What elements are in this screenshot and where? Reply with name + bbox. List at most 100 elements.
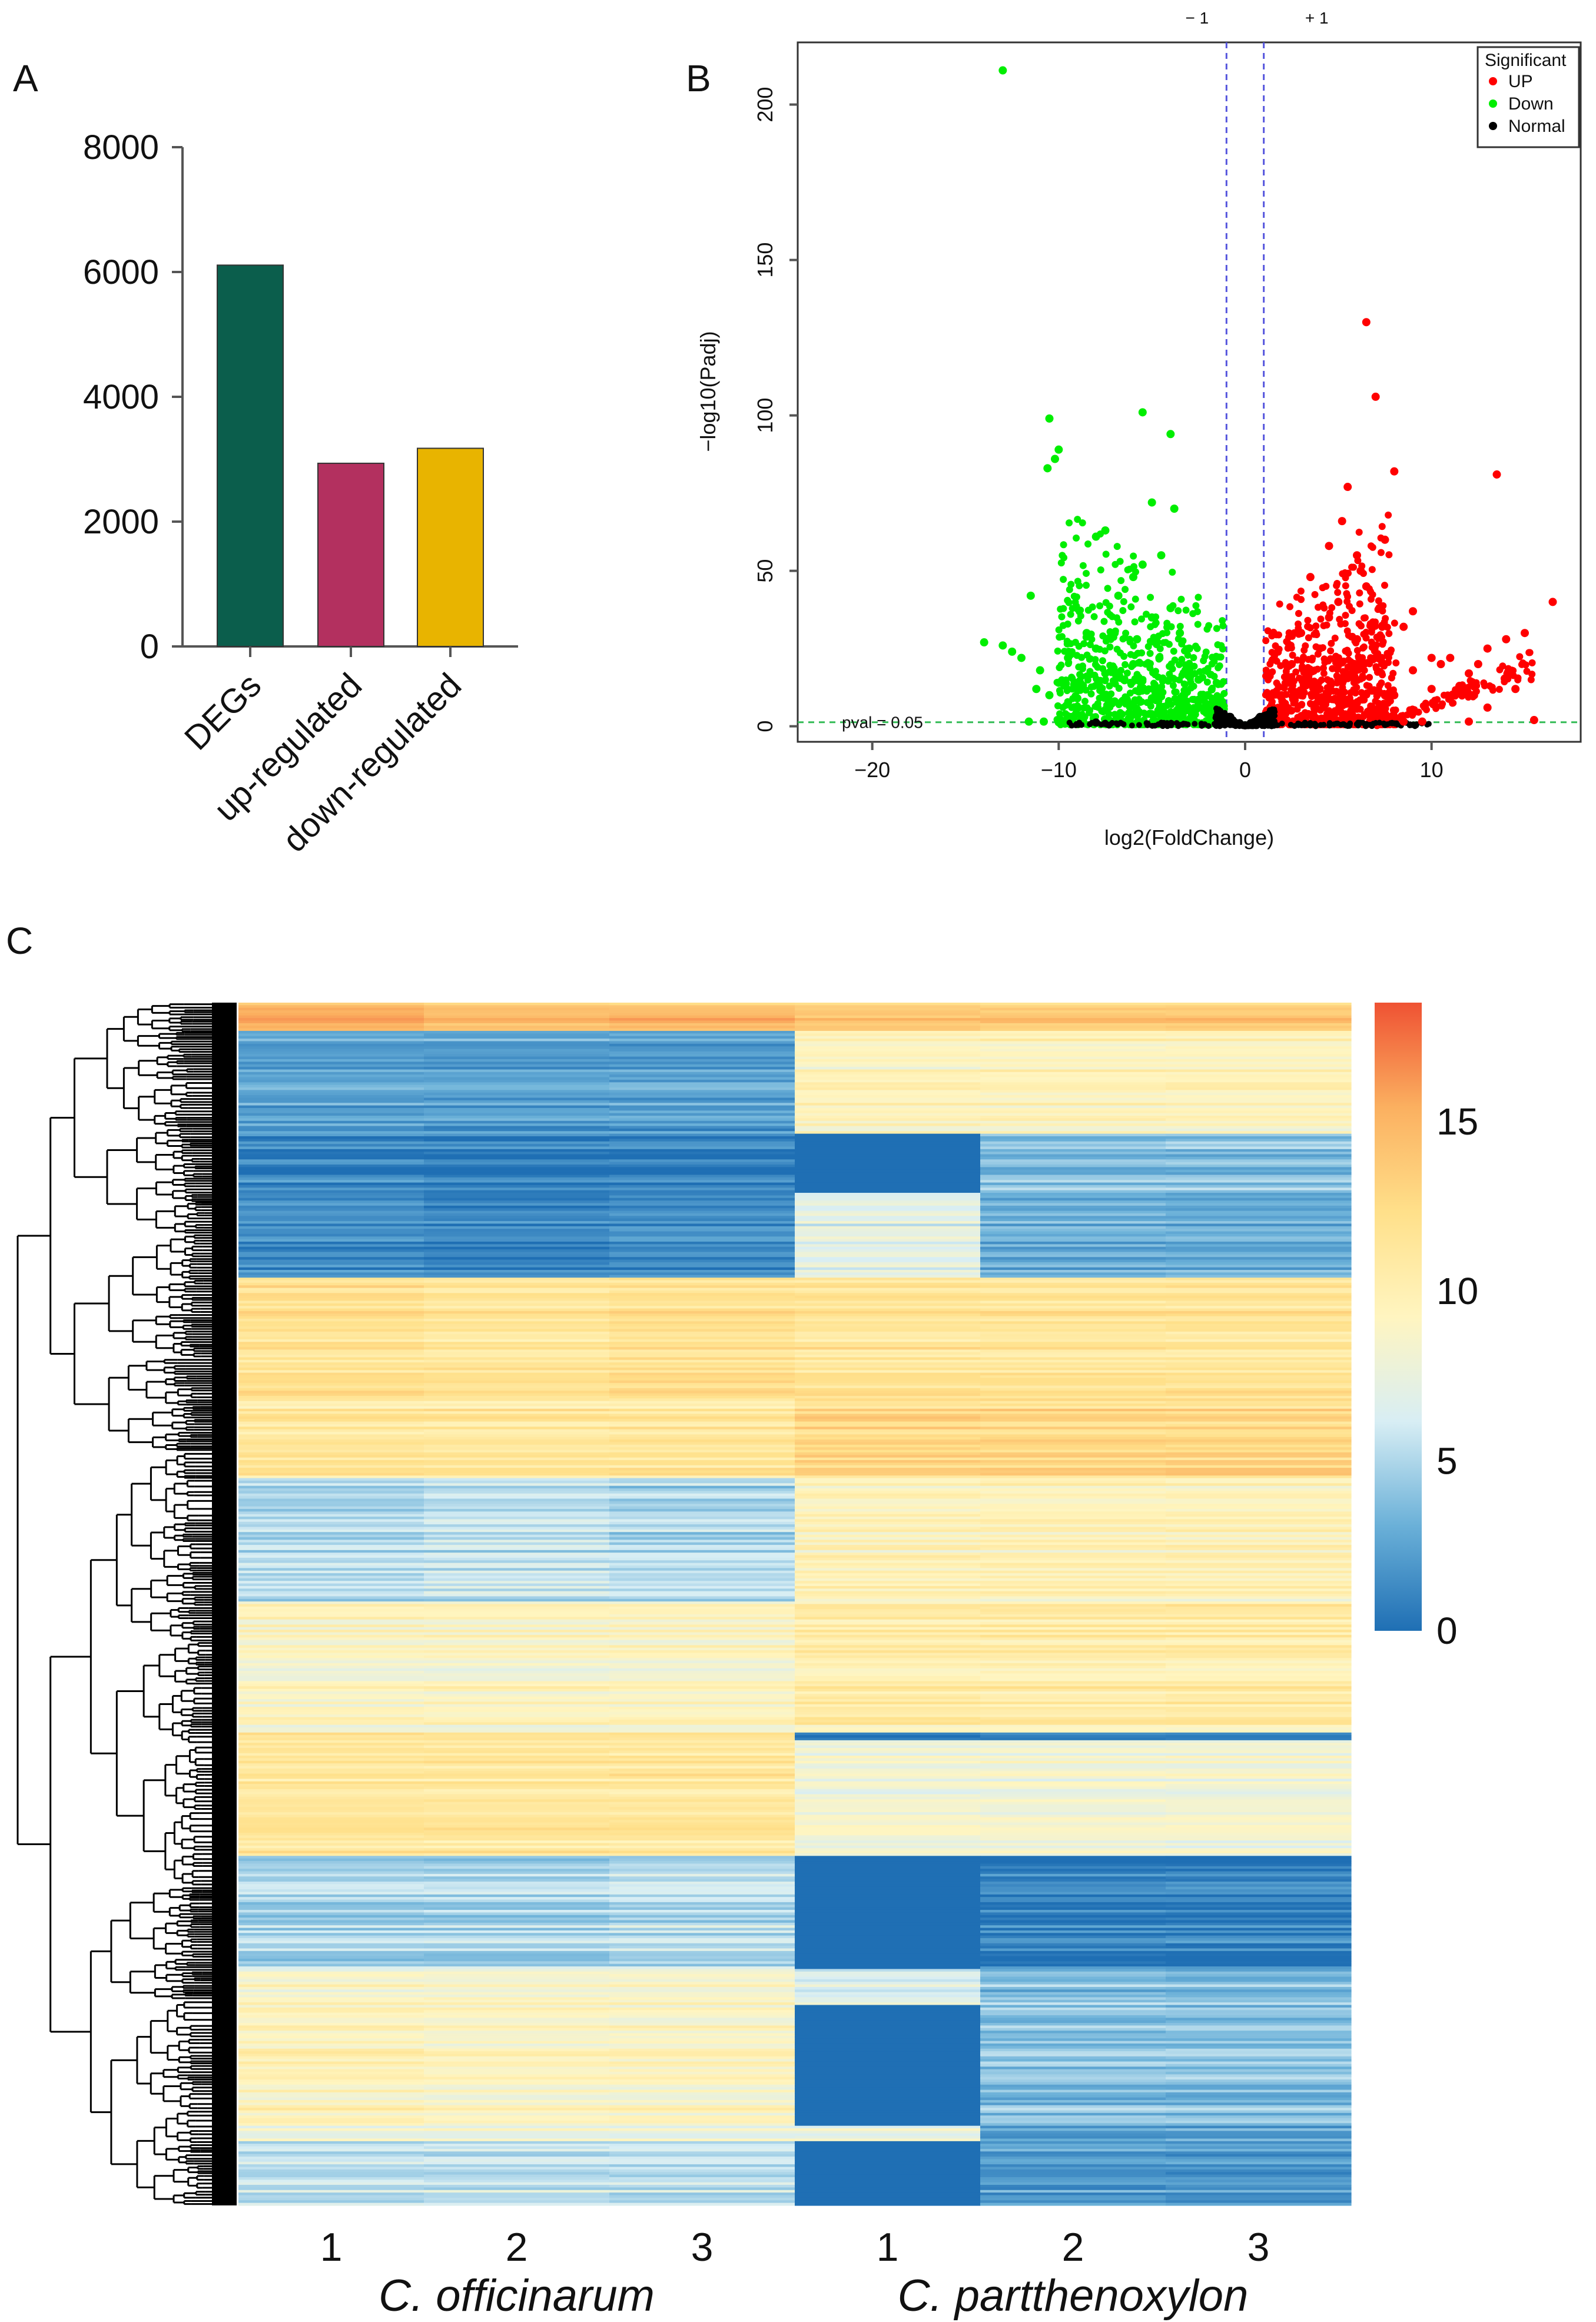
c-heatmap-cell <box>609 1316 795 1319</box>
c-heatmap-cell <box>424 1064 610 1067</box>
c-heatmap-cell <box>424 1241 610 1245</box>
c-heatmap-cell <box>238 1092 424 1096</box>
c-heatmap-cell <box>795 1419 981 1422</box>
c-heatmap-cell <box>609 1406 795 1409</box>
c-heatmap-cell <box>424 1331 610 1335</box>
b-cloud-point-down <box>1106 682 1113 690</box>
c-heatmap-cell <box>980 1051 1166 1054</box>
panel-letter-b: B <box>686 57 711 99</box>
c-heatmap-cell <box>238 1267 424 1271</box>
c-heatmap-cell <box>980 1427 1166 1430</box>
c-heatmap-cell <box>1166 1370 1352 1374</box>
b-cloud-point-up <box>1352 689 1359 697</box>
b-cloud-point-down <box>1190 662 1198 670</box>
c-heatmap-cell <box>238 1152 424 1155</box>
b-cloud-point-up <box>1516 653 1524 661</box>
c-heatmap-cell <box>980 1092 1166 1096</box>
c-heatmap-cell <box>1166 1306 1352 1309</box>
c-heatmap-cell <box>424 1475 610 1479</box>
c-heatmap-cell <box>609 1149 795 1152</box>
c-heatmap-cell <box>1166 1216 1352 1219</box>
c-heatmap-cell <box>795 1082 981 1086</box>
c-heatmap-cell <box>424 1193 610 1196</box>
c-heatmap-cell <box>795 1519 981 1522</box>
c-heatmap-cell <box>238 1478 424 1481</box>
b-cloud-point-down <box>1197 691 1205 698</box>
c-heatmap-cell <box>1166 1084 1352 1088</box>
c-heatmap-cell <box>238 1498 424 1502</box>
c-heatmap-cell <box>980 1534 1166 1538</box>
b-cloud-point-down <box>1127 651 1134 658</box>
c-heatmap-cell <box>609 1054 795 1057</box>
c-heatmap-cell <box>980 1521 1166 1525</box>
c-heatmap-cell <box>1166 1187 1352 1191</box>
b-cloud-point-up <box>1286 603 1294 611</box>
c-heatmap-cell <box>795 1180 981 1183</box>
c-heatmap-cell <box>795 1478 981 1481</box>
c-heatmap-cell <box>424 1447 610 1451</box>
c-heatmap-cell <box>795 1391 981 1394</box>
b-cloud-point-down <box>1100 618 1108 625</box>
c-heatmap-cell <box>609 1210 795 1214</box>
b-cloud-point-down <box>1131 618 1139 626</box>
c-heatmap-cell <box>424 1187 610 1191</box>
c-heatmap-cell <box>609 1244 795 1248</box>
c-heatmap-cell <box>238 1532 424 1535</box>
c-heatmap-cell <box>238 1257 424 1260</box>
b-cloud-point-normal <box>1164 720 1170 727</box>
b-legend-box <box>1476 46 1580 148</box>
c-heatmap-cell <box>795 1185 981 1188</box>
b-cloud-point-up <box>1355 654 1362 662</box>
c-heatmap-cell <box>609 1257 795 1260</box>
b-cloud-point-down <box>1096 602 1104 609</box>
c-heatmap-cell <box>424 1313 610 1317</box>
c-heatmap-cell <box>609 1336 795 1340</box>
c-heatmap-cell <box>609 1278 795 1281</box>
b-cloud-point-up <box>1379 641 1386 648</box>
c-heatmap-cell <box>609 1527 795 1530</box>
c-heatmap-cell <box>609 1298 795 1301</box>
c-heatmap-cell <box>609 1139 795 1142</box>
c-heatmap-cell <box>609 1092 795 1096</box>
c-heatmap-cell <box>424 1439 610 1443</box>
c-heatmap-cell <box>1166 1457 1352 1461</box>
b-cloud-point-down <box>1090 613 1098 621</box>
c-heatmap-cell <box>424 1015 610 1019</box>
c-heatmap-cell <box>424 1257 610 1260</box>
c-heatmap-cell <box>609 1172 795 1176</box>
c-heatmap-cell <box>238 1449 424 1453</box>
c-heatmap-cell <box>1166 1074 1352 1078</box>
c-heatmap-cell <box>238 1149 424 1152</box>
c-heatmap-cell <box>795 1128 981 1132</box>
c-heatmap-cell <box>238 1015 424 1019</box>
c-heatmap-cell <box>238 1316 424 1319</box>
c-heatmap-cell <box>1166 1056 1352 1060</box>
b-cloud-point-down <box>1073 652 1081 659</box>
c-heatmap-cell <box>238 1480 424 1484</box>
b-cloud-point-down <box>1060 576 1067 583</box>
c-heatmap-cell <box>424 1067 610 1070</box>
c-heatmap-cell <box>795 1334 981 1338</box>
c-heatmap-cell <box>1166 1323 1352 1327</box>
c-heatmap-cell <box>238 1118 424 1122</box>
c-heatmap-cell <box>795 1113 981 1116</box>
b-cloud-point-down <box>1146 709 1153 717</box>
c-heatmap-cell <box>424 1113 610 1116</box>
b-cloud-point-up <box>1308 692 1316 700</box>
c-heatmap-cell <box>609 1123 795 1127</box>
c-heatmap-cell <box>795 1123 981 1127</box>
c-heatmap-cell <box>980 1257 1166 1260</box>
c-heatmap-cell <box>795 1462 981 1466</box>
c-heatmap-cell <box>424 1511 610 1515</box>
c-heatmap-cell <box>1166 1393 1352 1396</box>
c-heatmap-cell <box>238 1414 424 1417</box>
b-cloud-point-up <box>1461 689 1468 696</box>
c-heatmap-cell <box>238 1521 424 1525</box>
c-heatmap-cell <box>1166 1488 1352 1492</box>
c-heatmap-cell <box>1166 1301 1352 1304</box>
c-heatmap-cell <box>1166 1517 1352 1520</box>
c-heatmap-cell <box>238 1290 424 1293</box>
c-heatmap-cell <box>1166 1059 1352 1063</box>
c-heatmap-cell <box>238 1244 424 1248</box>
c-heatmap-cell <box>1166 1498 1352 1502</box>
